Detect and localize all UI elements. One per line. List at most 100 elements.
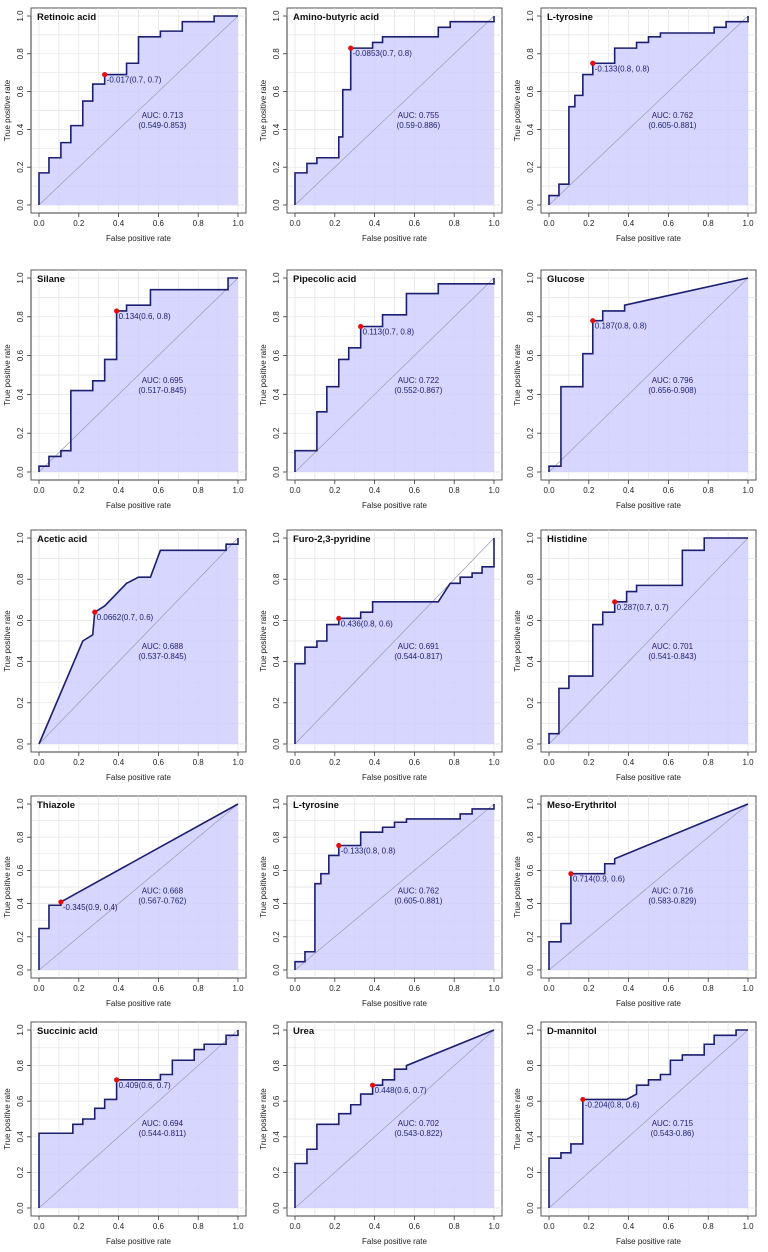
x-tick-label: 1.0	[488, 984, 500, 993]
roc-chart-svg: 0.0 0.2 0.4 0.6 0.8 1.0 0.0 0.2 0.4 0.6 0.8 1.0 Fals…	[3, 269, 247, 510]
x-tick-label: 0.0	[289, 984, 301, 993]
chart-title: Pipecolic acid	[293, 274, 357, 285]
y-tick-label: 0.0	[272, 738, 281, 750]
cutoff-point	[348, 45, 354, 51]
chart-title: Glucose	[547, 274, 585, 285]
x-tick-label: 0.6	[153, 1222, 165, 1231]
roc-chart-svg: 0.0 0.2 0.4 0.6 0.8 1.0 0.0 0.2 0.4 0.6 0.8 1.0 Fals…	[3, 529, 247, 782]
x-axis-label: False positive rate	[106, 501, 171, 510]
auc-ci-label: (0.543-0.822)	[394, 1129, 442, 1138]
roc-panel: 0.0 0.2 0.4 0.6 0.8 1.0 0.0 0.2 0.4 0.6 0.8 1.0 Fals…	[2, 524, 252, 786]
roc-panel: 0.0 0.2 0.4 0.6 0.8 1.0 0.0 0.2 0.4 0.6 0.8 1.0 Fals…	[512, 524, 762, 786]
x-tick-label: 0.6	[409, 486, 421, 495]
x-tick-label: 0.2	[73, 984, 85, 993]
y-tick-label: 0.6	[16, 85, 25, 97]
y-tick-label: 1.0	[272, 1024, 281, 1036]
roc-panel: 0.0 0.2 0.4 0.6 0.8 1.0 0.0 0.2 0.4 0.6 0.8 1.0 Fals…	[258, 264, 508, 514]
y-tick-label: 1.0	[16, 1024, 25, 1036]
y-axis-label: True positive rate	[513, 344, 522, 406]
x-tick-label: 0.0	[543, 1222, 555, 1231]
reference-diagonal	[294, 803, 495, 971]
chart-title: Furo-2,3-pyridine	[293, 534, 371, 545]
reference-diagonal	[294, 15, 495, 206]
x-tick-label: 0.4	[369, 758, 381, 767]
x-tick-label: 0.6	[409, 984, 421, 993]
y-tick-label: 0.0	[272, 199, 281, 211]
auc-label: AUC: 0.695	[142, 376, 184, 385]
roc-chart-svg: 0.0 0.2 0.4 0.6 0.8 1.0 0.0 0.2 0.4 0.6 0.8 1.0 Fals…	[3, 7, 247, 243]
cutoff-label: 0.187(0.8, 0.8)	[595, 322, 647, 331]
y-tick-label: 0.2	[272, 1166, 281, 1178]
y-tick-label: 0.4	[16, 655, 25, 667]
y-tick-label: 1.0	[16, 272, 25, 284]
x-tick-label: 0.4	[623, 219, 635, 228]
y-axis-label: True positive rate	[3, 610, 12, 672]
auc-ci-label: (0.549-0.853)	[138, 121, 186, 130]
y-tick-label: 0.2	[526, 697, 535, 709]
y-tick-label: 1.0	[272, 10, 281, 22]
y-tick-label: 1.0	[526, 798, 535, 810]
x-tick-label: 0.4	[113, 486, 125, 495]
y-tick-label: 0.6	[526, 349, 535, 361]
reference-diagonal	[294, 277, 495, 473]
cutoff-point	[590, 318, 596, 324]
y-axis-label: True positive rate	[259, 610, 268, 672]
y-axis-label: True positive rate	[513, 79, 522, 141]
y-tick-label: 0.8	[16, 1059, 25, 1071]
x-tick-label: 0.8	[703, 984, 715, 993]
roc-chart-svg: 0.0 0.2 0.4 0.6 0.8 1.0 0.0 0.2 0.4 0.6 0.8 1.0 Fals…	[513, 7, 757, 243]
auc-label: AUC: 0.722	[398, 376, 440, 385]
x-tick-label: 0.4	[369, 1222, 381, 1231]
x-tick-label: 1.0	[488, 1222, 500, 1231]
x-tick-label: 0.4	[369, 984, 381, 993]
auc-label: AUC: 0.755	[398, 111, 440, 120]
cutoff-label: 0.287(0.7, 0.7)	[617, 603, 669, 612]
x-axis-label: False positive rate	[616, 773, 681, 782]
x-tick-label: 0.2	[73, 219, 85, 228]
x-tick-label: 0.0	[33, 219, 45, 228]
y-axis-label: True positive rate	[259, 344, 268, 406]
roc-chart-svg: 0.0 0.2 0.4 0.6 0.8 1.0 0.0 0.2 0.4 0.6 0.8 1.0 Fals…	[259, 1021, 503, 1246]
roc-chart-svg: 0.0 0.2 0.4 0.6 0.8 1.0 0.0 0.2 0.4 0.6 0.8 1.0 Fals…	[513, 269, 757, 510]
x-axis-label: False positive rate	[106, 234, 171, 243]
x-tick-label: 0.4	[623, 984, 635, 993]
chart-title: Meso-Erythritol	[547, 800, 617, 811]
reference-diagonal	[294, 1029, 495, 1209]
x-tick-label: 0.8	[703, 486, 715, 495]
y-axis-label: True positive rate	[3, 344, 12, 406]
y-tick-label: 0.6	[272, 1095, 281, 1107]
y-tick-label: 0.2	[16, 697, 25, 709]
cutoff-label: 0.134(0.6, 0.8)	[119, 312, 171, 321]
y-tick-label: 1.0	[16, 798, 25, 810]
y-tick-label: 0.0	[16, 466, 25, 478]
y-tick-label: 0.8	[526, 1059, 535, 1071]
x-tick-label: 0.4	[113, 219, 125, 228]
y-tick-label: 0.4	[16, 388, 25, 400]
y-tick-label: 0.0	[16, 738, 25, 750]
reference-diagonal	[38, 537, 239, 745]
auc-ci-label: (0.544-0.811)	[139, 1129, 187, 1138]
cutoff-label: 0.0662(0.7, 0.6)	[97, 613, 154, 622]
x-axis-label: False positive rate	[362, 999, 427, 1008]
x-tick-label: 0.6	[663, 984, 675, 993]
y-tick-label: 0.8	[526, 48, 535, 60]
x-tick-label: 0.4	[623, 486, 635, 495]
chart-title: Acetic acid	[37, 534, 87, 545]
chart-title: Thiazole	[37, 800, 75, 811]
auc-ci-label: (0.656-0.908)	[648, 386, 696, 395]
cutoff-point	[58, 899, 64, 905]
y-tick-label: 0.0	[272, 466, 281, 478]
chart-title: Succinic acid	[37, 1026, 98, 1037]
y-tick-label: 1.0	[16, 532, 25, 544]
x-tick-label: 0.8	[703, 1222, 715, 1231]
chart-title: L-tyrosine	[293, 800, 339, 811]
y-tick-label: 0.4	[526, 1131, 535, 1143]
y-tick-label: 0.4	[16, 897, 25, 909]
x-tick-label: 0.0	[289, 758, 301, 767]
x-tick-label: 0.4	[369, 486, 381, 495]
x-tick-label: 0.6	[663, 219, 675, 228]
chart-title: Histidine	[547, 534, 587, 545]
x-tick-label: 0.0	[289, 219, 301, 228]
auc-label: AUC: 0.668	[142, 887, 184, 896]
y-tick-label: 0.4	[16, 1131, 25, 1143]
